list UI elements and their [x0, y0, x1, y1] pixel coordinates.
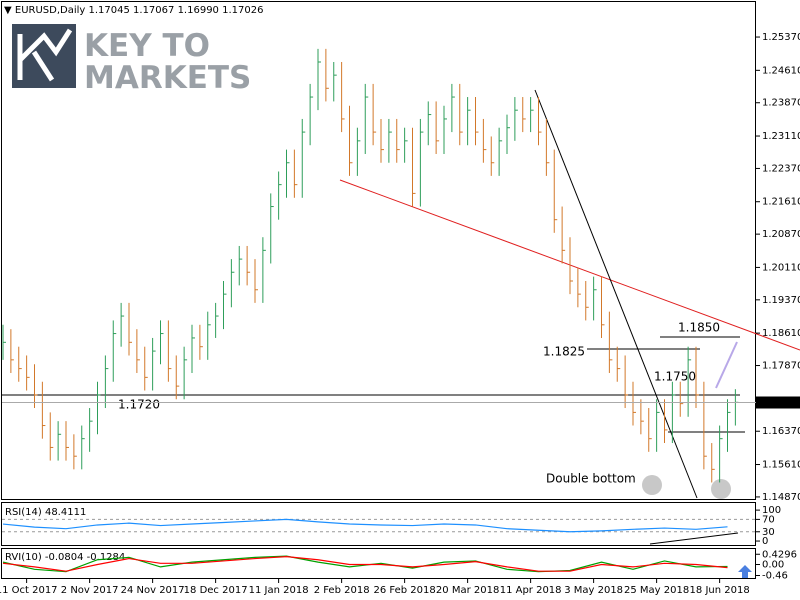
- y-tick-label: 0: [762, 536, 768, 547]
- y-tick-label: 70: [762, 514, 775, 525]
- logo-text: MARKETS: [84, 60, 251, 96]
- y-tick-label: 1.17870: [762, 361, 800, 372]
- y-tick-label: 1.23110: [762, 131, 800, 142]
- annotation: Double bottom: [546, 472, 636, 486]
- x-tick-label: 26 Feb 2018: [374, 585, 436, 596]
- annotation: 1.1720: [118, 398, 160, 412]
- bottom-marker: [711, 479, 731, 499]
- y-tick-label: 0.4296: [762, 549, 797, 560]
- y-tick-label: 1.19370: [762, 295, 800, 306]
- rsi-panel: [1, 502, 756, 546]
- trendline: [534, 89, 698, 499]
- rvi-title: RVI(10) -0.0804 -0.1284: [5, 552, 125, 563]
- y-tick-label: 0.00: [762, 560, 784, 571]
- y-tick-label: 1.15610: [762, 460, 800, 471]
- x-tick-label: 11 Jan 2018: [249, 585, 309, 596]
- projection: [715, 341, 738, 389]
- logo-text: KEY TO: [84, 28, 210, 64]
- last-price-label: 1.17026: [759, 398, 800, 409]
- rsi-title: RSI(14) 48.4111: [5, 507, 86, 518]
- x-tick-label: 2 Nov 2017: [61, 585, 119, 596]
- y-tick-label: 1.20110: [762, 262, 800, 273]
- annotation: 1.1825: [543, 345, 585, 359]
- x-tick-label: 18 Jun 2018: [690, 585, 750, 596]
- last-price-box: [756, 396, 800, 409]
- x-tick-label: 20 Mar 2018: [436, 585, 499, 596]
- y-tick-label: 1.18610: [762, 328, 800, 339]
- logo-icon: [17, 28, 73, 82]
- y-tick-label: 100: [762, 505, 781, 516]
- x-tick-label: 11 Apr 2018: [500, 585, 562, 596]
- x-tick-label: 3 May 2018: [564, 585, 623, 596]
- y-tick-label: 1.16370: [762, 426, 800, 437]
- x-tick-label: 24 Nov 2017: [121, 585, 185, 596]
- y-tick-label: 1.25370: [762, 32, 800, 43]
- x-tick-label: 11 Oct 2017: [0, 585, 58, 596]
- annotation: 1.1750: [654, 370, 696, 384]
- x-tick-label: 18 Dec 2017: [184, 585, 248, 596]
- symbol: EURUSD,Daily: [15, 5, 86, 16]
- y-tick-label: 1.21610: [762, 197, 800, 208]
- y-tick-label: 1.22370: [762, 163, 800, 174]
- y-tick-label: 1.14870: [762, 492, 800, 503]
- x-tick-label: 25 May 2018: [624, 585, 689, 596]
- arrow-icon: [738, 565, 752, 578]
- logo: KEY TO MARKETS: [12, 24, 251, 96]
- rvi-panel: [1, 548, 756, 579]
- y-tick-label: 1.24610: [762, 65, 800, 76]
- ohlc-readout: 1.17045 1.17067 1.16990 1.17026: [89, 5, 264, 16]
- bottom-marker: [642, 475, 662, 495]
- y-tick-label: 30: [762, 527, 775, 538]
- rsi-trendline: [649, 532, 739, 545]
- y-tick-label: 1.20870: [762, 229, 800, 240]
- drawings: [2, 89, 800, 578]
- y-tick-label: -0.46: [762, 570, 788, 581]
- main-panel: [1, 1, 756, 500]
- indicator-line: [2, 556, 728, 572]
- annotation: 1.1850: [678, 321, 720, 335]
- indicator-line: [2, 518, 728, 533]
- chart-title: ▼ EURUSD,Daily 1.17045 1.17067 1.16990 1…: [4, 5, 263, 16]
- y-tick-label: 1.23870: [762, 98, 800, 109]
- x-tick-label: 2 Feb 2018: [314, 585, 370, 596]
